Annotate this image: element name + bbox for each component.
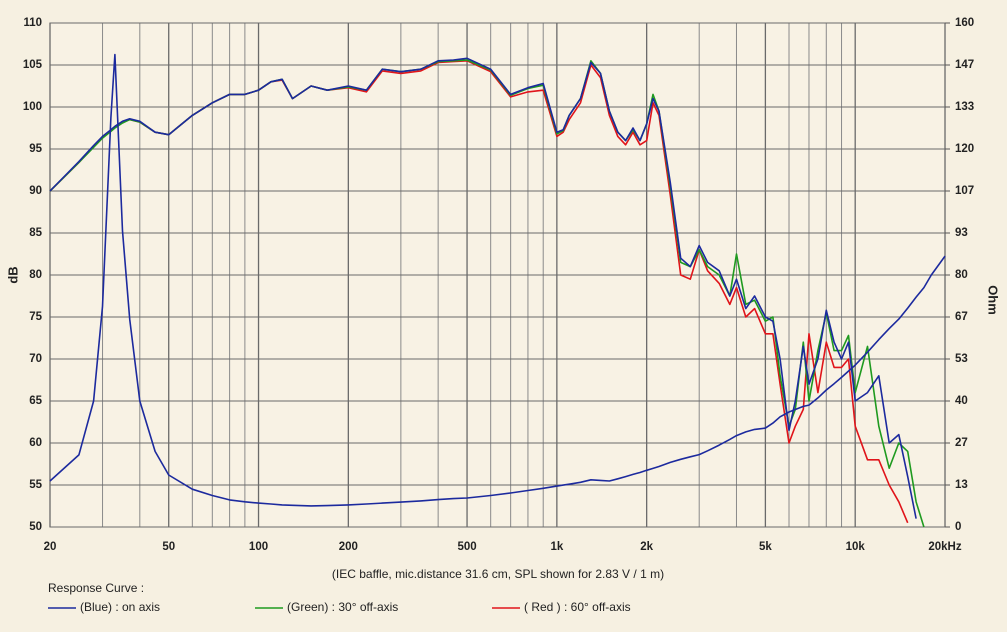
y-axis-label: dB (5, 266, 20, 283)
legend-label: (Blue) : on axis (80, 600, 160, 614)
y-tick-label: 95 (29, 143, 42, 155)
y-tick-label: 100 (23, 101, 42, 113)
x-tick-label: 10k (846, 541, 866, 553)
y-tick-label: 60 (29, 437, 42, 449)
legend-label: (Green) : 30° off-axis (287, 600, 398, 614)
y2-tick-label: 67 (955, 311, 968, 323)
y2-tick-label: 93 (955, 227, 968, 239)
y2-tick-label: 13 (955, 479, 968, 491)
x-tick-label: 5k (759, 541, 772, 553)
y-tick-label: 65 (29, 395, 42, 407)
y-tick-label: 75 (29, 311, 42, 323)
y2-tick-label: 27 (955, 437, 968, 449)
x-tick-label: 50 (162, 541, 175, 553)
y-tick-label: 80 (29, 269, 42, 281)
x-tick-label: 200 (339, 541, 358, 553)
y-tick-label: 105 (23, 59, 43, 71)
y2-tick-label: 160 (955, 17, 974, 29)
y2-tick-label: 120 (955, 143, 974, 155)
x-tick-label: 100 (249, 541, 268, 553)
y-tick-label: 55 (29, 479, 42, 491)
series-line (49, 57, 917, 519)
x-tick-label: 500 (457, 541, 476, 553)
y2-tick-label: 0 (955, 521, 961, 533)
x-axis-label: (IEC baffle, mic.distance 31.6 cm, SPL s… (332, 567, 664, 581)
y-tick-label: 70 (29, 353, 42, 365)
y2-tick-label: 133 (955, 101, 974, 113)
y2-tick-label: 40 (955, 395, 968, 407)
series-line (49, 53, 946, 507)
y2-tick-label: 107 (955, 185, 974, 197)
y-tick-label: 90 (29, 185, 42, 197)
y-tick-label: 50 (29, 521, 42, 533)
x-tick-label: 20kHz (928, 541, 961, 553)
x-tick-label: 20 (44, 541, 57, 553)
x-tick-label: 1k (550, 541, 563, 553)
y2-axis-label: Ohm (986, 285, 1001, 315)
x-tick-label: 2k (640, 541, 653, 553)
legend-title: Response Curve : (48, 581, 144, 595)
y2-tick-label: 53 (955, 353, 968, 365)
y-tick-label: 85 (29, 227, 42, 239)
y2-tick-label: 80 (955, 269, 968, 281)
y2-tick-label: 147 (955, 59, 974, 71)
legend-label: ( Red ) : 60° off-axis (524, 600, 631, 614)
y-tick-label: 110 (23, 17, 42, 29)
